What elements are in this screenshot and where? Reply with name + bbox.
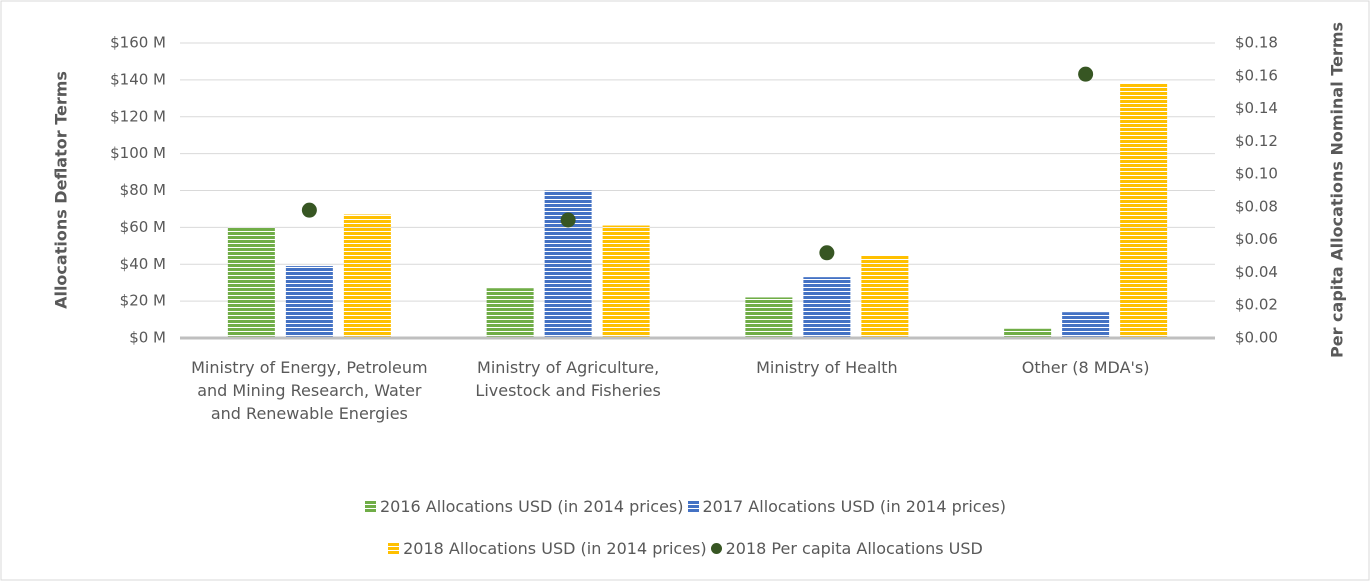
bar bbox=[227, 227, 275, 338]
legend-label: 2017 Allocations USD (in 2014 prices) bbox=[702, 497, 1007, 516]
y-tick-label: $140 M bbox=[110, 70, 166, 88]
x-tick-label: Ministry of Health bbox=[756, 358, 898, 377]
bar bbox=[1062, 312, 1110, 338]
dot bbox=[301, 202, 317, 218]
y-tick-label: $80 M bbox=[120, 181, 166, 199]
y-tick-label: $120 M bbox=[110, 107, 166, 125]
legend-label: 2016 Allocations USD (in 2014 prices) bbox=[380, 497, 684, 516]
legend-swatch bbox=[687, 501, 699, 512]
legend-row: 2018 Allocations USD (in 2014 prices) 201… bbox=[0, 539, 1371, 558]
legend-item: 2017 Allocations USD (in 2014 prices) bbox=[687, 497, 1007, 516]
bar bbox=[602, 225, 650, 338]
legend-item: 2016 Allocations USD (in 2014 prices) bbox=[365, 497, 684, 516]
legend-label: 2018 Per capita Allocations USD bbox=[725, 539, 983, 558]
legend-swatch bbox=[388, 543, 400, 554]
y2-tick-label: $0.06 bbox=[1235, 230, 1278, 248]
x-tick-label: Ministry of Agriculture, Livestock and F… bbox=[475, 358, 661, 400]
bar bbox=[285, 266, 333, 338]
legend-item: 2018 Allocations USD (in 2014 prices) bbox=[388, 539, 707, 558]
bar bbox=[486, 288, 534, 338]
y2-tick-label: $0.14 bbox=[1235, 99, 1278, 117]
legend-label: 2018 Allocations USD (in 2014 prices) bbox=[403, 539, 707, 558]
x-tick-label: Ministry of Energy, Petroleum and Mining… bbox=[191, 358, 428, 423]
y-tick-label: $0 M bbox=[129, 329, 166, 347]
y2-tick-label: $0.02 bbox=[1235, 296, 1278, 314]
dot bbox=[560, 212, 576, 228]
dot bbox=[819, 245, 835, 261]
y-tick-label: $20 M bbox=[120, 292, 166, 310]
bar bbox=[1120, 83, 1168, 338]
y2-tick-label: $0.08 bbox=[1235, 197, 1278, 215]
x-tick-label: Other (8 MDA's) bbox=[1021, 358, 1150, 377]
bar bbox=[803, 277, 851, 338]
y-axis-label: Allocations Deflator Terms bbox=[52, 71, 71, 309]
y-tick-label: $100 M bbox=[110, 144, 166, 162]
bar bbox=[1004, 328, 1052, 338]
y-tick-label: $40 M bbox=[120, 255, 166, 273]
y2-tick-label: $0.16 bbox=[1235, 66, 1278, 84]
dot bbox=[1078, 66, 1094, 82]
y2-tick-label: $0.10 bbox=[1235, 165, 1278, 183]
y2-tick-label: $0.00 bbox=[1235, 329, 1278, 347]
legend-swatch bbox=[710, 543, 722, 554]
bar bbox=[745, 297, 793, 338]
y2-tick-label: $0.18 bbox=[1235, 34, 1278, 52]
y2-tick-label: $0.04 bbox=[1235, 263, 1278, 281]
bar bbox=[861, 255, 909, 338]
y2-tick-label: $0.12 bbox=[1235, 132, 1278, 150]
legend-item: 2018 Per capita Allocations USD bbox=[710, 539, 983, 558]
legend-row: 2016 Allocations USD (in 2014 prices) 201… bbox=[0, 497, 1371, 516]
legend-swatch bbox=[365, 501, 376, 512]
y2-axis-label: Per capita Allocations Nominal Terms bbox=[1328, 22, 1347, 358]
bar bbox=[343, 214, 391, 338]
y-tick-label: $60 M bbox=[120, 218, 166, 236]
y-tick-label: $160 M bbox=[110, 34, 166, 52]
